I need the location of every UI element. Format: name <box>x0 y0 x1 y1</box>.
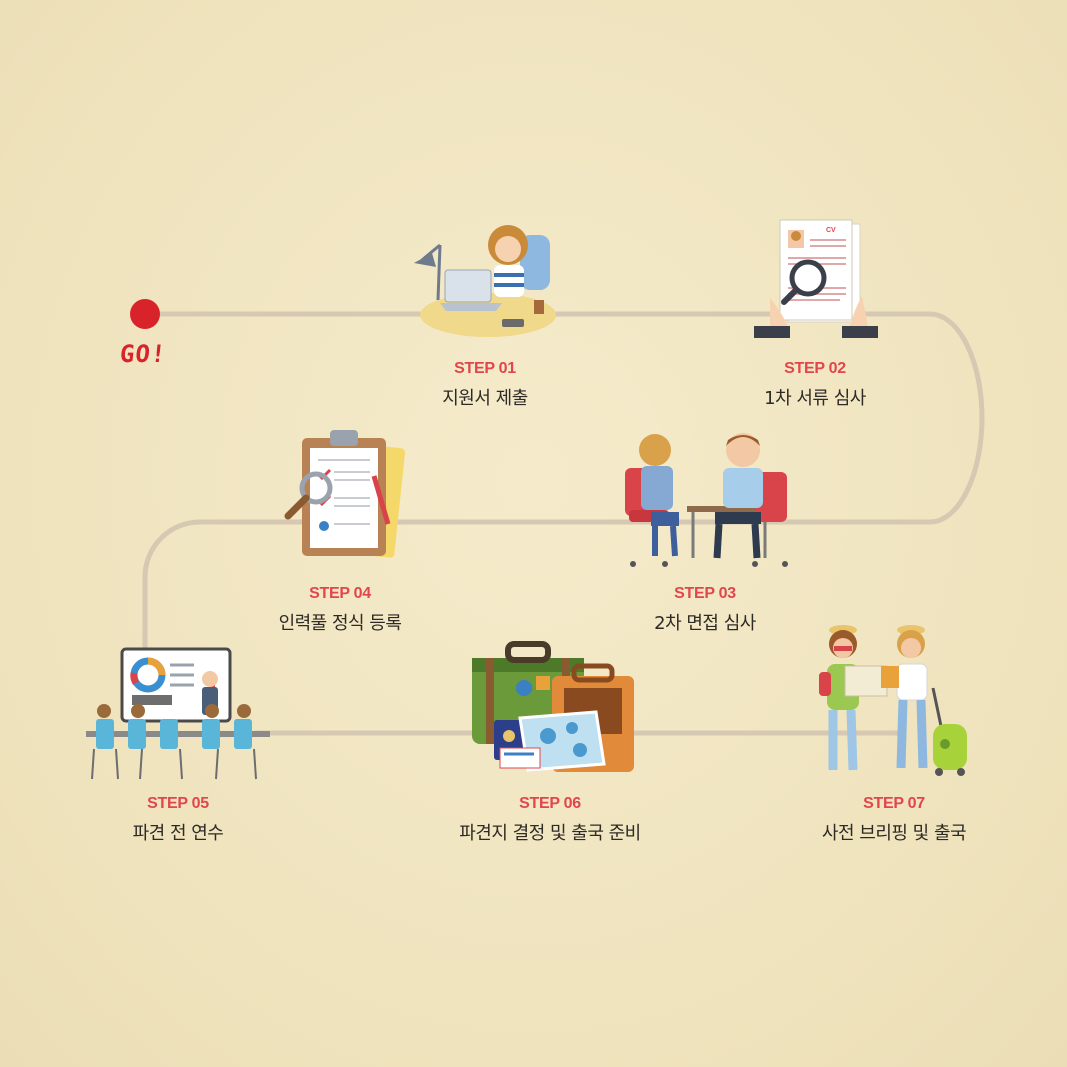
step-title: 2차 면접 심사 <box>654 613 756 634</box>
cv-magnifier-icon: CV <box>754 219 878 338</box>
travelers-icon <box>819 625 967 776</box>
step-04: STEP 04 인력풀 정식 등록 <box>210 585 470 635</box>
step-number: STEP 03 <box>674 585 736 602</box>
go-dot <box>130 299 160 329</box>
step-06: STEP 06 파견지 결정 및 출국 준비 <box>420 795 680 845</box>
step-title: 사전 브리핑 및 출국 <box>821 823 967 844</box>
step-number: STEP 06 <box>519 795 581 812</box>
step-05: STEP 05 파견 전 연수 <box>48 795 308 845</box>
clipboard-icon <box>284 430 406 558</box>
step-title: 인력풀 정식 등록 <box>278 613 402 634</box>
step-07: STEP 07 사전 브리핑 및 출국 <box>764 795 1024 845</box>
go-label: GO! <box>118 340 168 368</box>
step-02: STEP 02 1차 서류 심사 <box>685 360 945 410</box>
interview-icon <box>625 433 788 567</box>
suitcase-map-icon <box>472 641 634 772</box>
step-number: STEP 01 <box>454 360 516 377</box>
training-presentation-icon <box>86 647 270 780</box>
step-title: 지원서 제출 <box>442 388 528 409</box>
step-03: STEP 03 2차 면접 심사 <box>575 585 835 635</box>
step-number: STEP 07 <box>863 795 925 812</box>
step-01: STEP 01 지원서 제출 <box>355 360 615 410</box>
step-title: 파견 전 연수 <box>132 823 224 844</box>
step-number: STEP 05 <box>147 795 209 812</box>
step-title: 1차 서류 심사 <box>764 388 866 409</box>
svg-text:CV: CV <box>826 227 836 234</box>
step-number: STEP 02 <box>784 360 846 377</box>
step-number: STEP 04 <box>309 585 371 602</box>
woman-laptop-icon <box>414 225 556 337</box>
step-title: 파견지 결정 및 출국 준비 <box>459 823 641 844</box>
